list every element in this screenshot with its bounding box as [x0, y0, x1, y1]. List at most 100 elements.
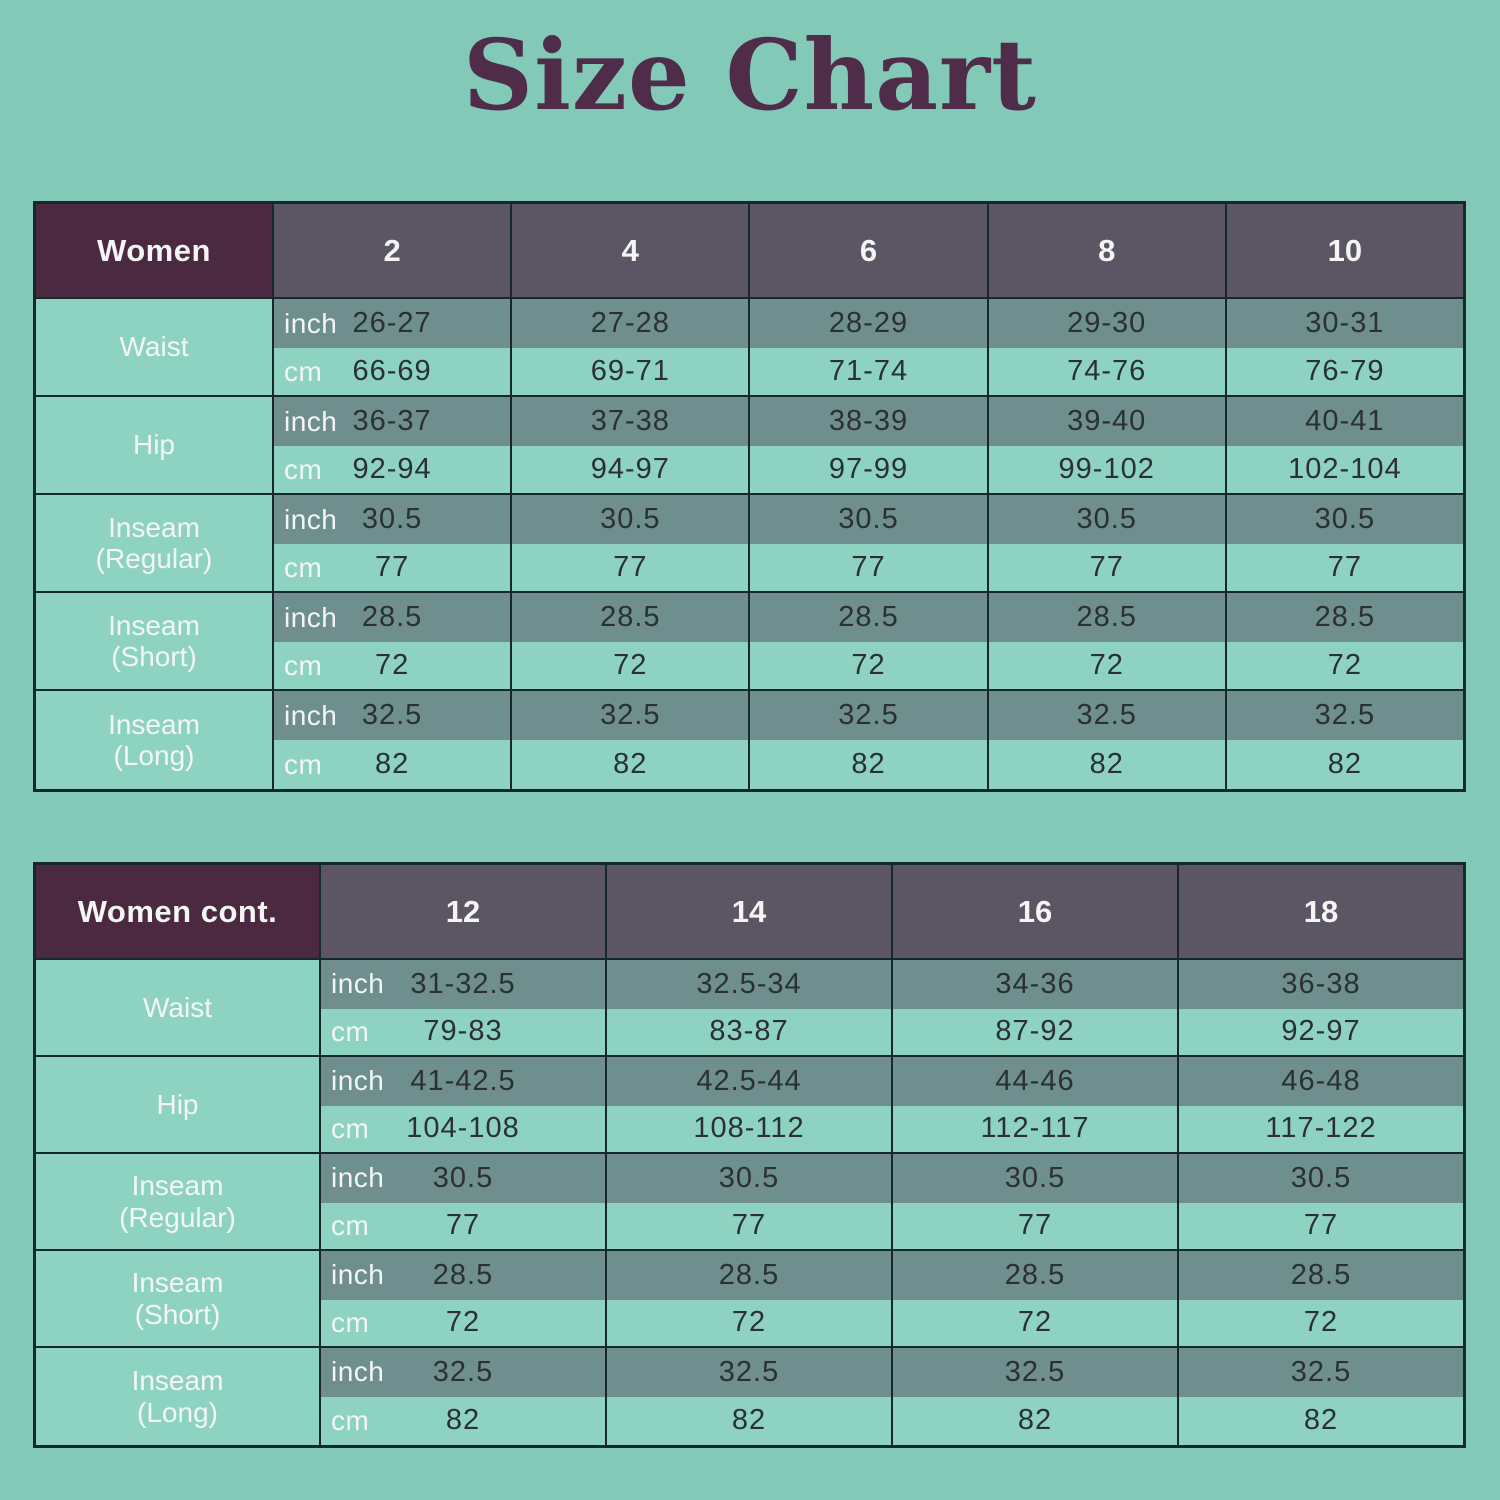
measurement-value: 30-31	[1305, 307, 1385, 339]
measurement-value: 79-83	[423, 1015, 503, 1048]
inch-unit-label: inch	[284, 699, 338, 731]
measurement-value: 82	[851, 748, 886, 780]
measurement-value: 77	[731, 1209, 767, 1242]
value-cell: 28-29	[748, 299, 987, 348]
value-cell: 72	[891, 1299, 1177, 1348]
measurement-value: 72	[1089, 649, 1124, 681]
value-cell: 39-40	[986, 397, 1225, 446]
size-column-header: 18	[1177, 865, 1463, 960]
value-cell: 112-117	[891, 1105, 1177, 1154]
cm-unit-label: cm	[284, 551, 323, 583]
measurement-value: 77	[445, 1209, 481, 1242]
measurement-value: 29-30	[1067, 307, 1147, 339]
value-cell: cm 104-108	[319, 1105, 605, 1154]
measurement-value: 92-94	[352, 453, 432, 485]
inch-unit-label: inch	[331, 968, 385, 1000]
value-cell: 77	[510, 544, 749, 593]
value-cell: 30.5	[605, 1154, 891, 1203]
value-cell: 32.5	[1177, 1348, 1463, 1397]
value-cell: 32.5	[986, 691, 1225, 740]
value-cell: 72	[510, 642, 749, 691]
value-cell: 30.5	[510, 495, 749, 544]
measurement-value: 72	[374, 649, 410, 681]
measurement-name: Waist	[119, 331, 189, 363]
inch-unit-label: inch	[284, 601, 338, 633]
measurement-value: 72	[1327, 649, 1363, 681]
measurement-value: 28.5	[838, 601, 899, 633]
value-cell: 71-74	[748, 348, 987, 397]
value-cell: inch 31-32.5	[319, 960, 605, 1009]
cm-unit-label: cm	[331, 1015, 370, 1047]
measurement-value: 30.5	[600, 503, 661, 535]
measurement-value: 77	[851, 551, 886, 583]
measurement-value: 37-38	[590, 405, 670, 437]
value-cell: cm 82	[272, 740, 511, 789]
measurement-value: 28-29	[828, 307, 909, 339]
inch-unit-label: inch	[331, 1356, 385, 1388]
measurement-value: 28.5	[1290, 1258, 1352, 1291]
measurement-row-label: Inseam (Long)	[36, 691, 272, 789]
value-cell: 28.5	[748, 593, 987, 642]
measurement-value: 30.5	[1314, 503, 1376, 535]
size-table-women: Women 2 4 6 8 10 Waist inch 26-27 27-28 28-29 29-30…	[33, 201, 1466, 792]
measurement-name: Inseam	[108, 609, 200, 641]
measurement-value: 82	[1017, 1404, 1053, 1437]
value-cell: 72	[605, 1299, 891, 1348]
measurement-value: 77	[1303, 1209, 1339, 1242]
value-cell: 87-92	[891, 1008, 1177, 1057]
measurement-value: 30.5	[1004, 1161, 1066, 1194]
measurement-value: 32.5	[1004, 1355, 1066, 1388]
measurement-value: 82	[1303, 1404, 1339, 1437]
value-cell: inch 28.5	[319, 1251, 605, 1300]
measurement-value: 117-122	[1265, 1112, 1377, 1145]
value-cell: cm 79-83	[319, 1008, 605, 1057]
measurement-value: 82	[1327, 748, 1363, 780]
value-cell: 77	[605, 1202, 891, 1251]
measurement-value: 92-97	[1281, 1015, 1361, 1048]
measurement-value: 30.5	[1076, 503, 1137, 535]
value-cell: 72	[1224, 642, 1463, 691]
cm-unit-label: cm	[284, 453, 323, 485]
measurement-variant: (Regular)	[95, 543, 213, 574]
value-cell: 77	[986, 544, 1225, 593]
size-column-header: 6	[748, 204, 987, 299]
measurement-value: 87-92	[995, 1015, 1075, 1048]
value-cell: 97-99	[748, 446, 987, 495]
measurement-value: 72	[1303, 1306, 1339, 1339]
value-cell: 44-46	[891, 1057, 1177, 1106]
measurement-value: 77	[374, 551, 410, 583]
value-cell: 46-48	[1177, 1057, 1463, 1106]
page-title: Size Chart	[463, 18, 1037, 132]
measurement-row-label: Inseam (Short)	[36, 1251, 319, 1348]
measurement-value: 28.5	[1076, 601, 1137, 633]
value-cell: 30.5	[891, 1154, 1177, 1203]
value-cell: 83-87	[605, 1008, 891, 1057]
measurement-value: 71-74	[828, 355, 909, 387]
measurement-name: Inseam	[131, 1365, 224, 1397]
measurement-value: 66-69	[352, 355, 432, 387]
measurement-value: 104-108	[406, 1112, 520, 1145]
value-cell: inch 32.5	[272, 691, 511, 740]
value-cell: 30-31	[1224, 299, 1463, 348]
value-cell: 38-39	[748, 397, 987, 446]
measurement-row-label: Hip	[36, 397, 272, 495]
measurement-value: 32.5	[1076, 699, 1137, 731]
measurement-value: 72	[731, 1306, 767, 1339]
measurement-value: 28.5	[361, 601, 423, 633]
measurement-value: 28.5	[600, 601, 661, 633]
measurement-value: 41-42.5	[410, 1064, 516, 1097]
table-corner-header: Women	[36, 204, 272, 299]
measurement-value: 30.5	[718, 1161, 780, 1194]
measurement-row-label: Hip	[36, 1057, 319, 1154]
measurement-value: 77	[1017, 1209, 1053, 1242]
measurement-value: 28.5	[1314, 601, 1376, 633]
value-cell: 32.5	[748, 691, 987, 740]
measurement-value: 32.5	[361, 699, 423, 731]
value-cell: 32.5	[605, 1348, 891, 1397]
measurement-value: 72	[1017, 1306, 1053, 1339]
measurement-variant: (Regular)	[119, 1201, 236, 1233]
value-cell: 28.5	[891, 1251, 1177, 1300]
measurement-value: 83-87	[709, 1015, 789, 1048]
value-cell: cm 77	[319, 1202, 605, 1251]
value-cell: 30.5	[986, 495, 1225, 544]
